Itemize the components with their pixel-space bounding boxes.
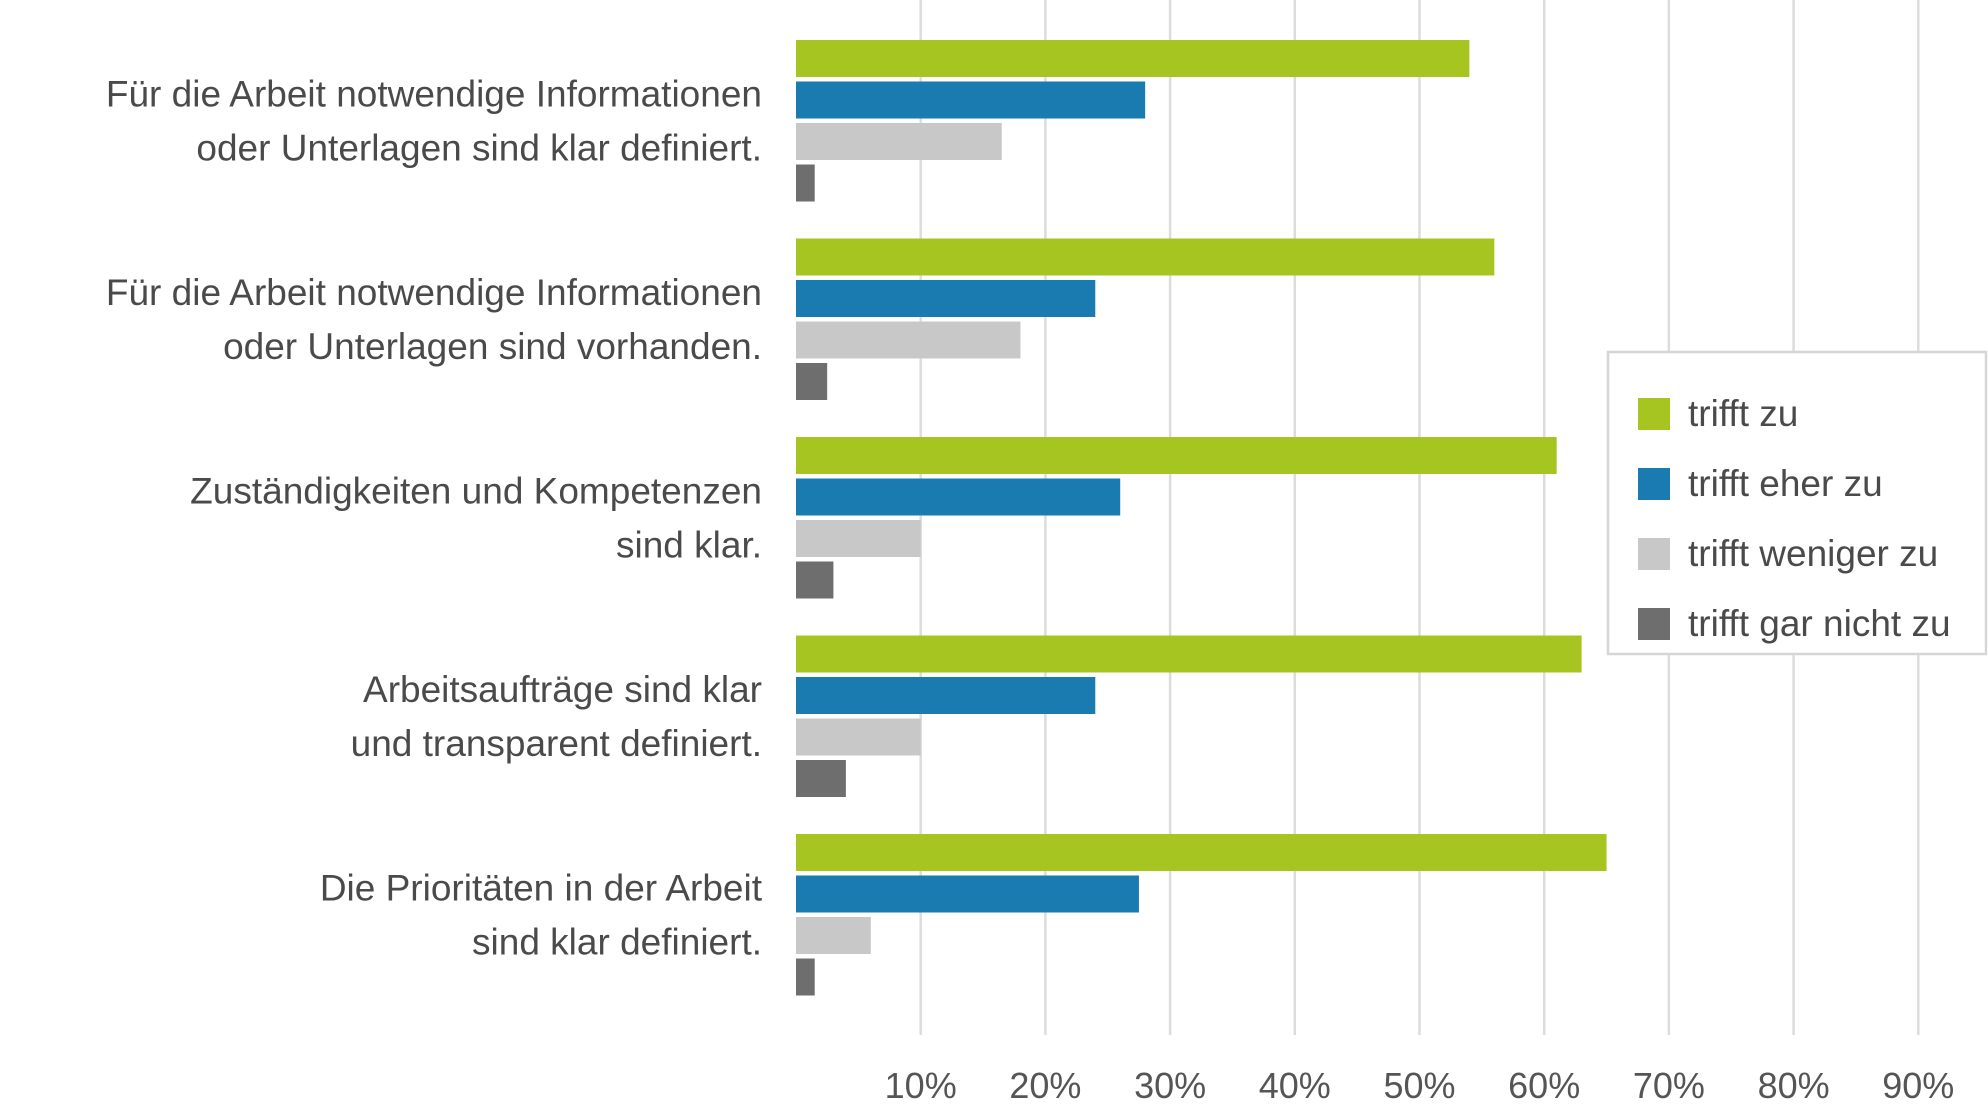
x-tick-label: 80% [1758,1065,1830,1106]
legend-label-trifft-weniger-zu: trifft weniger zu [1688,533,1938,574]
bar-trifft-weniger-zu [796,917,871,954]
x-tick-label: 30% [1134,1065,1206,1106]
legend-swatch-trifft-eher-zu [1638,468,1670,500]
bar-trifft-zu [796,834,1607,871]
legend-box [1606,350,1988,656]
category-label: sind klar. [616,525,762,566]
legend-label-trifft-zu: trifft zu [1688,393,1798,434]
bar-trifft-zu [796,635,1582,673]
bar-trifft-eher-zu [796,478,1121,516]
bars [796,40,1607,996]
x-tick-label: 60% [1508,1065,1580,1106]
category-label: und transparent definiert. [351,723,762,764]
category-label: Die Prioritäten in der Arbeit [320,868,763,909]
category-labels: Für die Arbeit notwendige Informationen o… [106,74,763,963]
bar-trifft-zu [796,238,1495,276]
bar-trifft-eher-zu [796,677,1096,714]
category-label: Für die Arbeit notwendige Informationen [106,272,762,313]
bar-trifft-gar-nicht-zu [796,760,846,797]
category-label: Für die Arbeit notwendige Informationen [106,74,762,115]
bar-trifft-weniger-zu [796,123,1002,160]
x-tick-label: 50% [1383,1065,1455,1106]
legend-label-trifft-eher-zu: trifft eher zu [1688,463,1883,504]
x-tick-label: 20% [1009,1065,1081,1106]
bar-trifft-gar-nicht-zu [796,561,834,599]
x-axis-ticks: 10% 20% 30% 40% 50% 60% 70% 80% 90% [885,1065,1955,1106]
category-label: sind klar definiert. [472,922,762,963]
bar-trifft-eher-zu [796,875,1139,913]
legend-label-trifft-gar-nicht-zu: trifft gar nicht zu [1688,603,1951,644]
category-label: oder Unterlagen sind klar definiert. [196,128,762,169]
bar-trifft-weniger-zu [796,321,1021,359]
x-tick-label: 90% [1882,1065,1954,1106]
bar-trifft-eher-zu [796,81,1146,119]
bar-trifft-gar-nicht-zu [796,164,815,202]
bar-trifft-eher-zu [796,280,1096,317]
bar-trifft-weniger-zu [796,718,921,756]
category-label: Zuständigkeiten und Kompetenzen [190,471,762,512]
bar-trifft-gar-nicht-zu [796,363,828,400]
legend-swatch-trifft-zu [1638,398,1670,430]
x-tick-label: 10% [885,1065,957,1106]
bar-trifft-zu [796,40,1470,77]
bar-trifft-weniger-zu [796,520,921,557]
x-tick-label: 40% [1259,1065,1331,1106]
category-label: oder Unterlagen sind vorhanden. [223,326,762,367]
x-tick-label: 70% [1633,1065,1705,1106]
bar-trifft-gar-nicht-zu [796,958,815,996]
legend: trifft zu trifft eher zu trifft weniger zu… [1606,350,1988,656]
legend-swatch-trifft-gar-nicht-zu [1638,608,1670,640]
bar-trifft-zu [796,437,1557,474]
category-label: Arbeitsaufträge sind klar [363,669,762,710]
legend-swatch-trifft-weniger-zu [1638,538,1670,570]
